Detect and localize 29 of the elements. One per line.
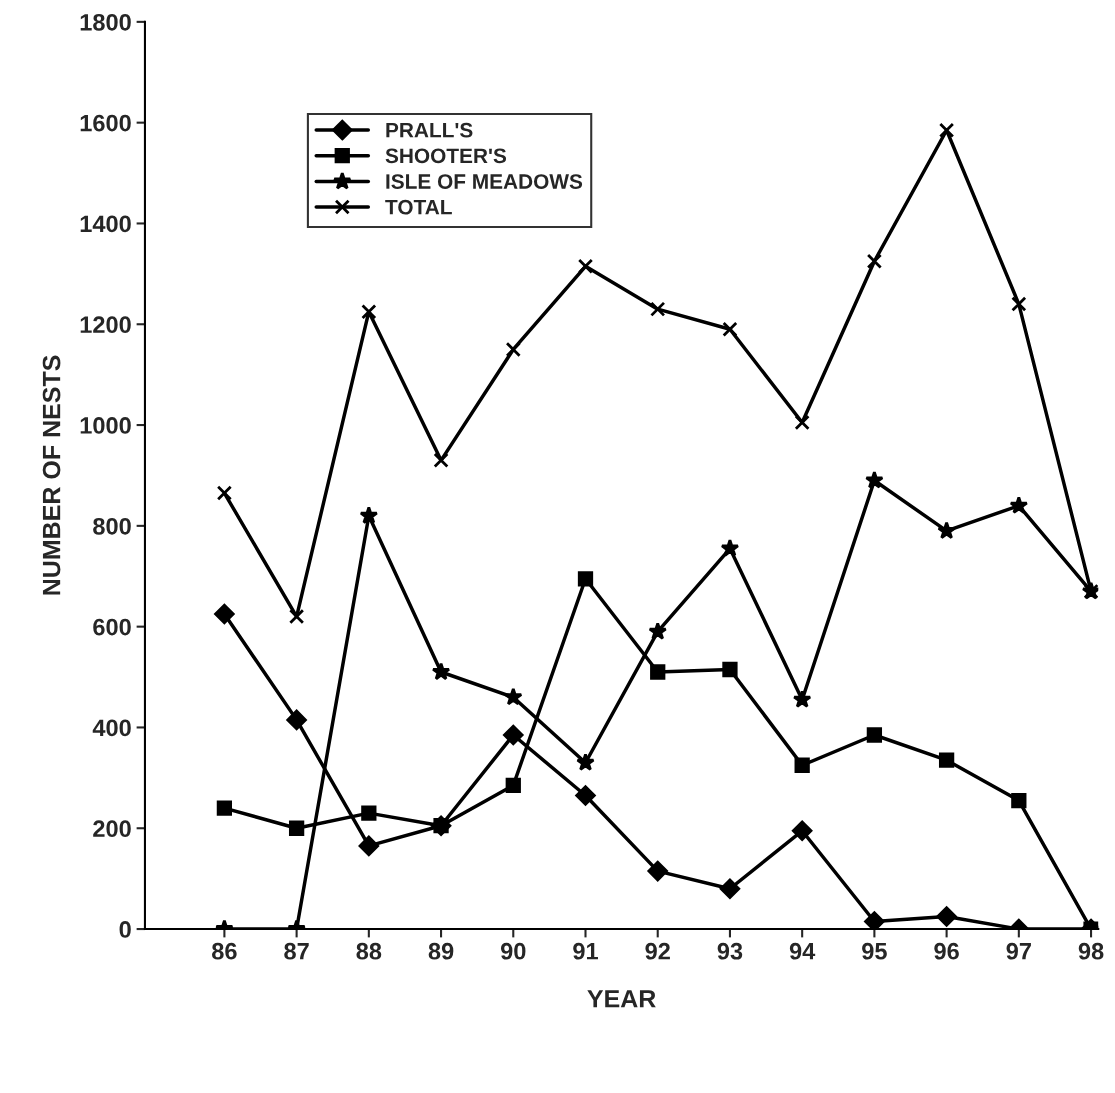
x-tick-label: 94	[789, 942, 816, 960]
y-tick-label: 1800	[80, 13, 131, 31]
y-tick-label: 0	[119, 921, 131, 938]
x-tick-label: 90	[500, 942, 526, 960]
x-tick-label: 86	[212, 942, 237, 960]
y-tick-label: 400	[92, 719, 131, 737]
legend-label: PRALL'S	[386, 122, 473, 138]
x-axis-title: YEAR	[587, 990, 656, 1008]
x-tick-label: 88	[356, 942, 382, 960]
y-tick-label: 1400	[80, 215, 131, 233]
y-tick-label: 1600	[80, 114, 131, 132]
y-tick-label: 1000	[80, 417, 131, 434]
y-tick-label: 600	[93, 618, 131, 636]
x-tick-label: 91	[573, 942, 598, 960]
legend-label: SHOOTER'S	[385, 148, 507, 164]
x-tick-label: 93	[717, 942, 743, 960]
x-tick-label: 95	[862, 942, 887, 960]
y-axis-title: NUMBER OF NESTS	[42, 355, 61, 595]
y-tick-label: 1200	[80, 316, 131, 334]
x-tick-label: 97	[1006, 942, 1031, 960]
y-tick-label: 800	[93, 517, 131, 535]
legend-label: ISLE OF MEADOWS	[386, 174, 583, 189]
x-tick-label: 92	[645, 942, 670, 960]
x-tick-label: 98	[1078, 942, 1104, 960]
legend-label: TOTAL	[385, 199, 452, 215]
x-tick-label: 96	[934, 942, 959, 960]
x-tick-label: 89	[428, 942, 454, 960]
y-tick-label: 200	[93, 820, 131, 838]
x-tick-label: 87	[284, 942, 309, 960]
